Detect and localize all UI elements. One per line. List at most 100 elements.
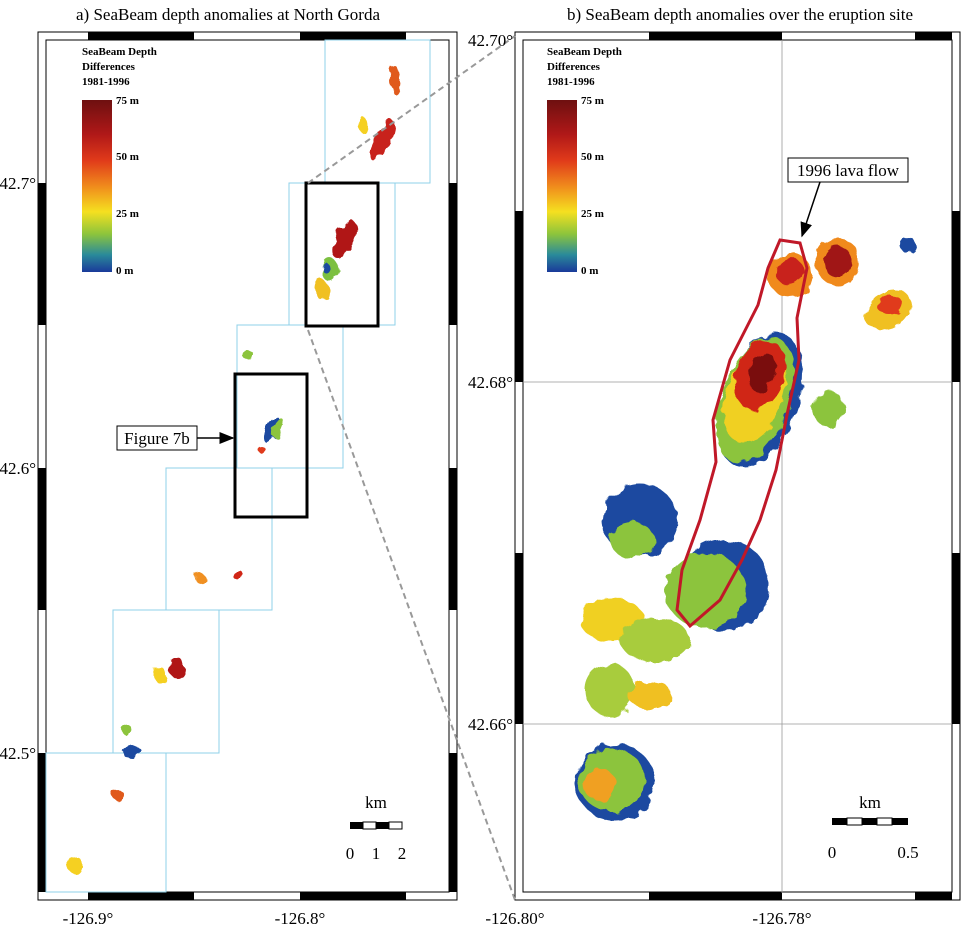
frame-segment [88, 32, 194, 40]
colorbar [547, 100, 577, 272]
anomaly [331, 221, 359, 259]
colorbar-label: 50 m [116, 151, 139, 163]
annotation: Figure 7b [124, 429, 190, 448]
anomaly [195, 573, 205, 583]
colorbar-title: 1981-1996 [82, 76, 130, 88]
anomaly [747, 352, 777, 392]
annotation: 1996 lava flow [797, 161, 900, 180]
colorbar-title: Differences [82, 61, 136, 73]
anomaly [234, 569, 242, 581]
frame-segment [515, 211, 523, 382]
lat-label: 42.5° [0, 744, 36, 763]
colorbar-label: 25 m [581, 208, 604, 220]
zoom-line [307, 329, 516, 901]
survey-box [45, 752, 167, 893]
annotation-arrow [800, 181, 821, 238]
anomaly [369, 120, 395, 160]
annotation-box [787, 157, 909, 183]
anomaly [272, 418, 284, 438]
anomaly [258, 447, 266, 453]
annotation-box [116, 425, 198, 451]
anomaly [316, 280, 328, 300]
scale-label: 0 [346, 844, 355, 863]
anomaly [610, 522, 654, 558]
colorbar-title: SeaBeam Depth [82, 46, 157, 58]
anomaly [390, 66, 400, 94]
anomaly [665, 552, 745, 628]
lat-label: 42.6° [0, 459, 36, 478]
scale-unit: km [365, 793, 387, 812]
frame-segment [649, 892, 782, 900]
scale-label: 0.5 [897, 843, 918, 862]
frame-segment [515, 553, 523, 724]
scale-bar-a: km 0 1 2 [346, 793, 407, 863]
scale-unit: km [859, 793, 881, 812]
panel-title: a) SeaBeam depth anomalies at North Gord… [76, 5, 380, 24]
colorbar-a: SeaBeam Depth Differences 1981-1996 75 m… [82, 46, 157, 277]
frame-segment [952, 211, 960, 382]
anomaly [123, 724, 131, 736]
scale-seg [832, 818, 847, 825]
lon-label: -126.78° [752, 909, 811, 928]
scale-seg [892, 818, 908, 825]
colorbar-title: Differences [547, 61, 601, 73]
scale-label: 1 [372, 844, 381, 863]
figure-box [233, 372, 309, 519]
frame-segment [300, 32, 406, 40]
frame-segment [38, 468, 46, 610]
panel-title: b) SeaBeam depth anomalies over the erup… [567, 5, 913, 24]
frame-segment [449, 753, 457, 892]
colorbar-label: 50 m [581, 151, 604, 163]
frame-segment [915, 32, 952, 40]
colorbar-title: 1981-1996 [547, 76, 595, 88]
scale-seg [362, 821, 377, 830]
colorbar-label: 0 m [116, 265, 133, 277]
colorbar-label: 25 m [116, 208, 139, 220]
frame-segment [38, 183, 46, 325]
colorbar-title: SeaBeam Depth [547, 46, 622, 58]
lat-label: 42.68° [468, 373, 513, 392]
lava-flow-outline [675, 238, 809, 629]
anomalies-a [68, 66, 400, 874]
lon-label: -126.9° [63, 909, 114, 928]
scale-label: 2 [398, 844, 407, 863]
anomaly [877, 295, 903, 315]
anomaly [169, 658, 185, 678]
colorbar-label: 75 m [581, 95, 604, 107]
frame-segment [915, 892, 952, 900]
anomaly [112, 790, 124, 800]
scale-seg [388, 821, 403, 830]
scale-seg [876, 817, 893, 826]
anomaly [628, 681, 672, 709]
lon-label: -126.8° [275, 909, 326, 928]
lat-label: 42.70° [468, 31, 513, 50]
lat-label: 42.66° [468, 715, 513, 734]
frame-segment [88, 892, 194, 900]
anomaly [584, 769, 616, 801]
frame-segment [449, 468, 457, 610]
colorbar-label: 0 m [581, 265, 598, 277]
frame-segment [449, 183, 457, 325]
figure-box [304, 181, 380, 328]
anomaly [122, 746, 142, 758]
anomaly [824, 246, 852, 278]
scale-seg [376, 822, 389, 829]
frame-segment [38, 753, 46, 892]
anomaly [68, 856, 82, 874]
scale-bar-b: km 0 0.5 [828, 793, 919, 862]
scale-label: 0 [828, 843, 837, 862]
anomaly [322, 263, 330, 273]
anomaly [242, 351, 254, 359]
lat-label: 42.7° [0, 174, 36, 193]
lon-label: -126.80° [485, 909, 544, 928]
anomaly [812, 390, 844, 426]
anomaly [900, 237, 916, 253]
anomaly [154, 667, 166, 683]
frame-segment [300, 892, 406, 900]
scale-seg [350, 822, 363, 829]
frame-segment [952, 553, 960, 724]
survey-box [236, 324, 344, 469]
scale-seg [862, 818, 877, 825]
colorbar-b: SeaBeam Depth Differences 1981-1996 75 m… [547, 46, 622, 277]
